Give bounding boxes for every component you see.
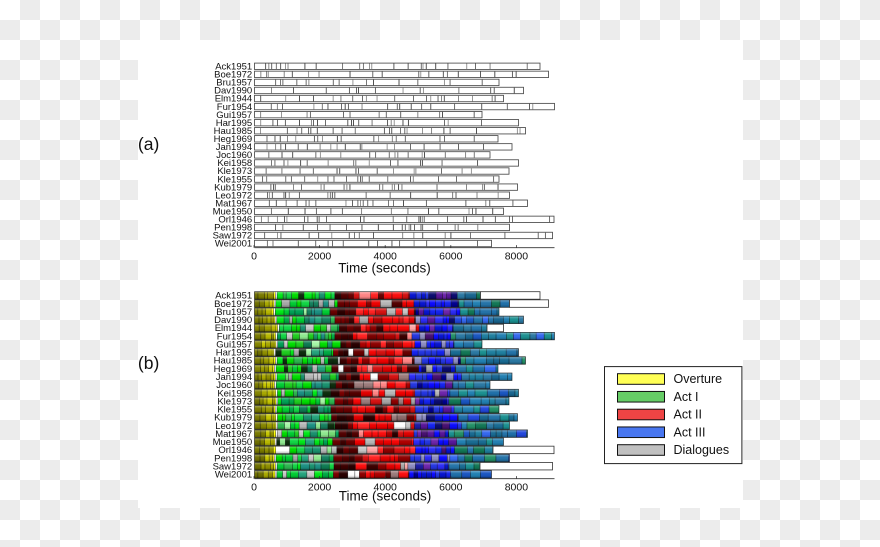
svg-text:Kub1979: Kub1979 xyxy=(214,413,252,424)
svg-text:Act I: Act I xyxy=(674,390,699,404)
svg-text:Mat1967: Mat1967 xyxy=(215,198,252,209)
svg-text:Kub1979: Kub1979 xyxy=(214,182,252,193)
svg-text:Mue1950: Mue1950 xyxy=(213,206,253,217)
svg-text:Saw1972: Saw1972 xyxy=(213,231,253,242)
svg-text:Boe1972: Boe1972 xyxy=(214,299,252,310)
svg-text:Ack1951: Ack1951 xyxy=(215,62,252,73)
svg-text:Kei1958: Kei1958 xyxy=(217,388,252,399)
svg-text:Hau1985: Hau1985 xyxy=(214,126,253,137)
svg-text:Joc1960: Joc1960 xyxy=(216,380,252,391)
svg-text:Boe1972: Boe1972 xyxy=(214,70,252,81)
svg-text:0: 0 xyxy=(251,481,257,493)
svg-text:2000: 2000 xyxy=(308,481,332,493)
svg-text:Leo1972: Leo1972 xyxy=(215,421,252,432)
svg-text:Gui1957: Gui1957 xyxy=(216,110,252,121)
svg-text:Har1995: Har1995 xyxy=(216,348,252,359)
svg-text:4000: 4000 xyxy=(374,481,398,493)
svg-text:Fur1954: Fur1954 xyxy=(217,331,252,342)
svg-text:6000: 6000 xyxy=(439,250,463,262)
svg-text:Leo1972: Leo1972 xyxy=(215,190,252,201)
svg-text:Pen1998: Pen1998 xyxy=(214,453,252,464)
svg-text:8000: 8000 xyxy=(505,481,529,493)
svg-text:Wei2001: Wei2001 xyxy=(215,470,252,481)
svg-text:0: 0 xyxy=(251,250,257,262)
svg-text:Orl1946: Orl1946 xyxy=(218,445,252,456)
svg-text:Hau1985: Hau1985 xyxy=(214,356,253,367)
svg-text:Dialogues: Dialogues xyxy=(674,443,730,457)
svg-text:Jan1994: Jan1994 xyxy=(216,372,252,383)
svg-text:Bru1957: Bru1957 xyxy=(216,307,252,318)
svg-text:Orl1946: Orl1946 xyxy=(218,215,252,226)
svg-text:Wei2001: Wei2001 xyxy=(215,239,252,250)
svg-text:Joc1960: Joc1960 xyxy=(216,150,252,161)
svg-text:Dav1990: Dav1990 xyxy=(214,315,252,326)
svg-text:Jan1994: Jan1994 xyxy=(216,142,252,153)
svg-text:8000: 8000 xyxy=(505,250,529,262)
svg-text:Kle1955: Kle1955 xyxy=(217,174,252,185)
svg-text:(b): (b) xyxy=(138,353,159,373)
svg-text:Act II: Act II xyxy=(674,408,702,422)
svg-text:Act III: Act III xyxy=(674,425,706,439)
svg-text:Fur1954: Fur1954 xyxy=(217,102,252,113)
svg-text:Time (seconds): Time (seconds) xyxy=(339,489,432,504)
svg-text:Bru1957: Bru1957 xyxy=(216,78,252,89)
svg-text:2000: 2000 xyxy=(308,250,332,262)
svg-text:Gui1957: Gui1957 xyxy=(216,339,252,350)
svg-text:Kle1973: Kle1973 xyxy=(217,166,252,177)
svg-text:4000: 4000 xyxy=(374,250,398,262)
svg-text:Heg1969: Heg1969 xyxy=(214,364,253,375)
svg-text:Elm1944: Elm1944 xyxy=(215,323,253,334)
svg-text:Kle1973: Kle1973 xyxy=(217,396,252,407)
svg-text:Har1995: Har1995 xyxy=(216,118,252,129)
svg-text:Time (seconds): Time (seconds) xyxy=(338,261,431,276)
svg-text:Pen1998: Pen1998 xyxy=(214,223,252,234)
svg-text:Elm1944: Elm1944 xyxy=(215,94,253,105)
svg-text:Ack1951: Ack1951 xyxy=(215,291,252,302)
svg-text:(a): (a) xyxy=(138,134,159,154)
svg-text:Mue1950: Mue1950 xyxy=(213,437,253,448)
svg-text:Overture: Overture xyxy=(674,372,723,386)
svg-text:Kle1955: Kle1955 xyxy=(217,405,252,416)
svg-text:Saw1972: Saw1972 xyxy=(213,461,253,472)
svg-text:Kei1958: Kei1958 xyxy=(217,158,252,169)
svg-text:Dav1990: Dav1990 xyxy=(214,86,252,97)
svg-text:Mat1967: Mat1967 xyxy=(215,429,252,440)
svg-text:Heg1969: Heg1969 xyxy=(214,134,253,145)
svg-text:6000: 6000 xyxy=(439,481,463,493)
